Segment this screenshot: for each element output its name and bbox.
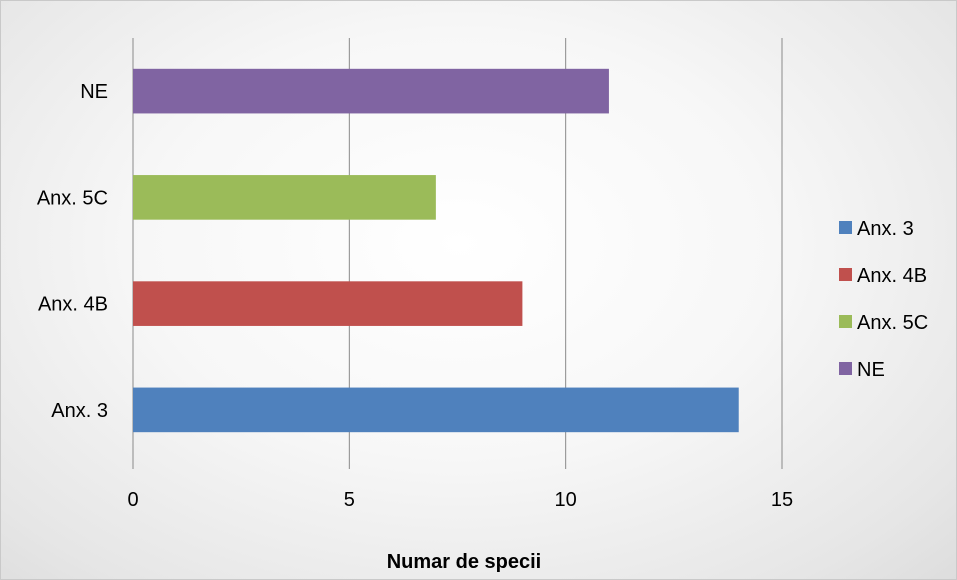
legend: Anx. 3 Anx. 4B Anx. 5C NE	[839, 218, 928, 381]
legend-label-2: Anx. 5C	[857, 312, 928, 334]
category-label-3: NE	[80, 81, 108, 103]
x-axis-title: Numar de specii	[387, 551, 542, 573]
x-tick-label-2: 10	[555, 489, 577, 511]
legend-swatch-3	[839, 362, 852, 375]
bar-2	[133, 175, 436, 220]
bars	[133, 68, 739, 433]
bar-0	[133, 387, 739, 433]
category-label-1: Anx. 4B	[38, 294, 108, 316]
x-tick-label-0: 0	[127, 489, 138, 511]
category-labels: Anx. 3 Anx. 4B Anx. 5C NE	[37, 81, 108, 422]
legend-label-3: NE	[857, 359, 885, 381]
bar-3	[133, 68, 609, 114]
legend-swatch-1	[839, 268, 852, 281]
bar-1	[133, 281, 523, 326]
x-tick-labels: 0 5 10 15	[127, 489, 793, 511]
legend-label-1: Anx. 4B	[857, 265, 927, 287]
x-tick-label-1: 5	[344, 489, 355, 511]
legend-swatch-0	[839, 221, 852, 234]
category-label-0: Anx. 3	[51, 400, 108, 422]
category-label-2: Anx. 5C	[37, 187, 108, 209]
x-tick-label-3: 15	[771, 489, 793, 511]
legend-swatch-2	[839, 315, 852, 328]
legend-label-0: Anx. 3	[857, 218, 914, 240]
